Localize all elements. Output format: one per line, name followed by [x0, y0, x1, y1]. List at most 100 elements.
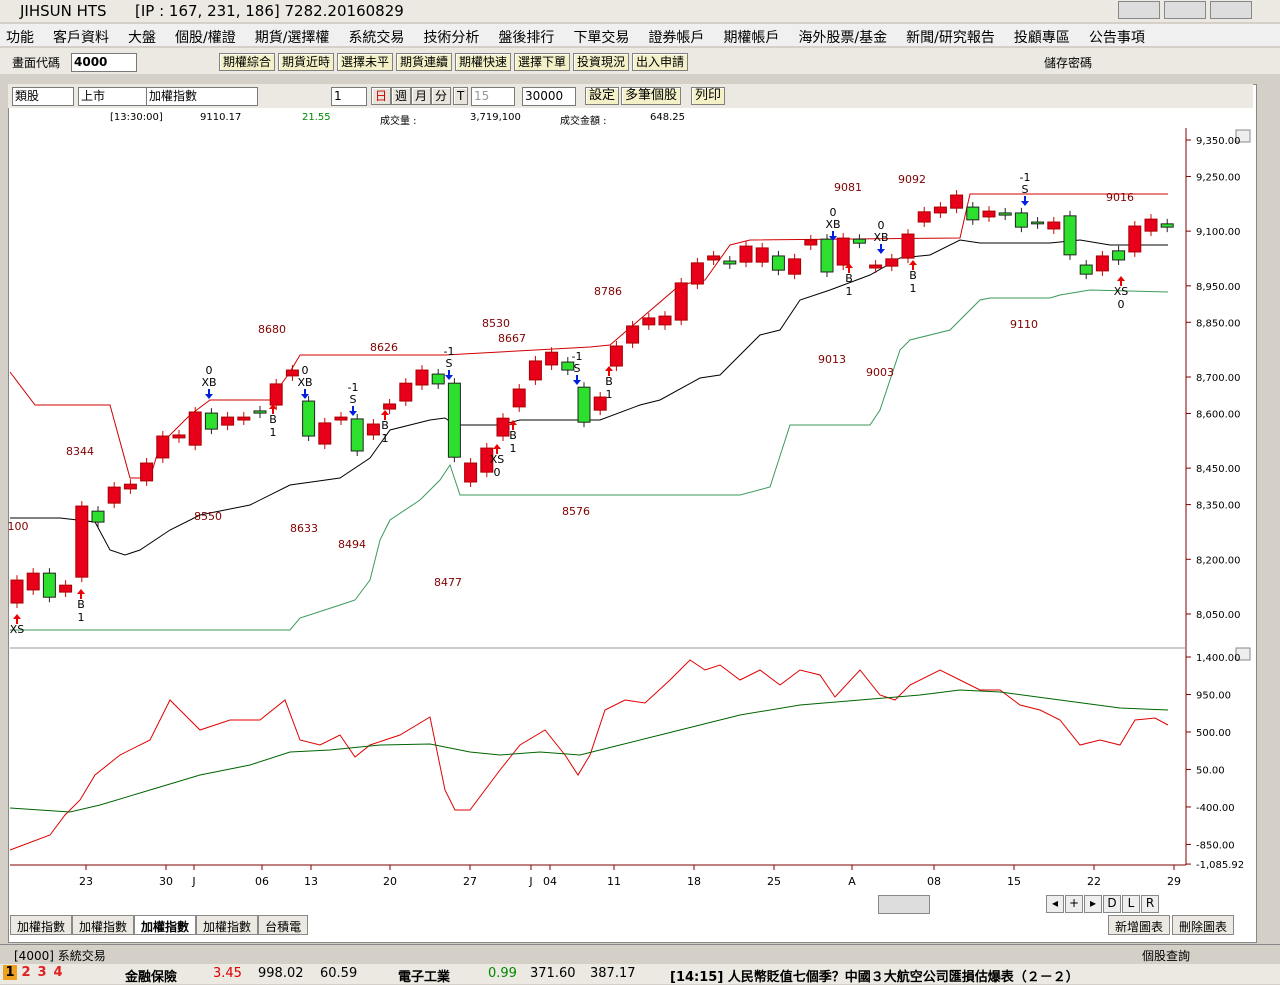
code-label: 畫面代碼: [12, 56, 61, 70]
toolbar-button[interactable]: 選擇未平: [337, 53, 394, 71]
page-button[interactable]: 4: [53, 965, 63, 980]
candle: [1112, 250, 1126, 261]
menu-item[interactable]: 下單交易: [573, 30, 630, 46]
menu-item[interactable]: 盤後排行: [498, 30, 555, 46]
tab[interactable]: 加權指數: [134, 915, 197, 935]
signal-label: -1: [348, 381, 359, 394]
toolbar-button[interactable]: 期權快速: [455, 53, 512, 71]
menu-item[interactable]: 期貨/選擇權: [254, 30, 330, 46]
status-right[interactable]: 個股查詢: [1142, 949, 1191, 963]
y-tick-label: 8,950.00: [1196, 282, 1241, 293]
menu-item[interactable]: 投顧專區: [1013, 30, 1070, 46]
annotation: 9003: [866, 366, 894, 379]
quote-amount-label: 成交金額 :: [560, 116, 607, 127]
menu-item[interactable]: 技術分析: [423, 30, 480, 46]
toolbar-button[interactable]: 期權綜合: [219, 53, 276, 71]
candle: [1079, 264, 1093, 275]
menu-item[interactable]: 期權帳戶: [723, 30, 780, 46]
candle: [966, 206, 980, 221]
quote-volume-label: 成交量 :: [380, 116, 417, 127]
candle: [982, 210, 996, 218]
y-tick-label: 8,450.00: [1196, 464, 1241, 475]
scroll-button[interactable]: L: [1122, 895, 1140, 913]
menu-item[interactable]: 系統交易: [348, 30, 405, 46]
signal-label: 0: [878, 219, 885, 232]
ticker-name: 金融保險: [125, 970, 178, 985]
control-button[interactable]: 列印: [691, 87, 726, 105]
save-password[interactable]: 儲存密碼: [1044, 56, 1093, 70]
menu-item[interactable]: 新聞/研究報告: [906, 30, 995, 46]
scroll-button[interactable]: D: [1103, 895, 1121, 913]
x-tick-label: J: [191, 875, 195, 888]
y-tick-label: -850.00: [1196, 840, 1235, 851]
chart-button[interactable]: 新增圖表: [1108, 915, 1171, 935]
maximize[interactable]: [1164, 1, 1206, 19]
period-input[interactable]: 1: [331, 87, 367, 106]
menu-item[interactable]: 證券帳戶: [648, 30, 705, 46]
menu-item[interactable]: 大盤: [128, 30, 156, 46]
signal-label: XS: [10, 623, 25, 636]
page-button[interactable]: 1: [3, 965, 17, 980]
scroll-button[interactable]: R: [1141, 895, 1159, 913]
tab[interactable]: 加權指數: [72, 915, 135, 935]
scroll-thumb[interactable]: [878, 895, 930, 914]
x-tick-label: 15: [1007, 875, 1021, 888]
code-input[interactable]: 4000: [71, 53, 137, 72]
toolbar-button[interactable]: 期貨連續: [396, 53, 453, 71]
status-left: [4000] 系統交易: [14, 949, 106, 963]
panel-menu[interactable]: [1235, 129, 1251, 143]
x-tick-label: J: [528, 875, 532, 888]
annotation: 9110: [1010, 318, 1038, 331]
upper-channel: [9, 193, 1168, 479]
menu-item[interactable]: 功能: [6, 30, 34, 46]
candle: [528, 360, 542, 381]
toolbar-button[interactable]: 投資現況: [573, 53, 630, 71]
candle: [674, 282, 688, 321]
news-headline[interactable]: [14:15] 人民幣貶值七個季？中國３大航空公司匯損估爆表（２－２）: [670, 970, 1079, 985]
chart-button[interactable]: 刪除圖表: [1172, 915, 1235, 935]
candle: [140, 462, 154, 482]
t-button[interactable]: T: [453, 87, 469, 105]
panel-menu[interactable]: [1235, 647, 1251, 661]
scroll-button[interactable]: +: [1065, 895, 1083, 913]
select[interactable]: 類股: [12, 87, 74, 106]
count-input[interactable]: 30000: [522, 87, 576, 106]
menu-item[interactable]: 公告事項: [1088, 30, 1145, 46]
signal-arrow: [301, 389, 309, 399]
period-button[interactable]: 週: [391, 87, 412, 105]
close[interactable]: [1210, 1, 1252, 19]
signal-label: XB: [873, 231, 888, 244]
candle: [10, 579, 24, 604]
scroll-button[interactable]: ◂: [1046, 895, 1064, 913]
signal-label: XB: [825, 218, 840, 231]
tab[interactable]: 加權指數: [10, 915, 73, 935]
signal-label: -1: [444, 345, 455, 358]
period-button[interactable]: 分: [431, 87, 452, 105]
menu-item[interactable]: 個股/權證: [175, 30, 236, 46]
period-button[interactable]: 月: [411, 87, 432, 105]
menu-item[interactable]: 客戶資料: [53, 30, 109, 46]
control-button[interactable]: 多筆個股: [621, 87, 682, 105]
candle: [123, 483, 137, 490]
toolbar-button[interactable]: 期貨近時: [278, 53, 335, 71]
select[interactable]: 加權指數: [146, 87, 258, 106]
scroll-button[interactable]: ▸: [1084, 895, 1102, 913]
minimize[interactable]: [1118, 1, 1160, 19]
candle: [318, 422, 332, 445]
menu-item[interactable]: 海外股票/基金: [798, 30, 888, 46]
candle: [545, 351, 559, 366]
quote-row: [13:30:00] 9110.17 21.55 成交量 : 3,719,100 成交金額…: [10, 110, 1180, 127]
tab[interactable]: 台積電: [258, 915, 309, 935]
x-tick-label: 11: [607, 875, 621, 888]
minutes-input[interactable]: 15: [471, 87, 515, 106]
page-button[interactable]: 3: [37, 965, 47, 980]
page-button[interactable]: 2: [21, 965, 31, 980]
toolbar-button[interactable]: 選擇下單: [514, 53, 571, 71]
tab[interactable]: 加權指數: [196, 915, 259, 935]
control-button[interactable]: 設定: [585, 87, 620, 105]
annotation: 8344: [66, 445, 94, 458]
period-button[interactable]: 日: [371, 87, 392, 105]
signal-label: B: [381, 419, 389, 432]
y-tick-label: 8,850.00: [1196, 318, 1241, 329]
toolbar-button[interactable]: 出入申請: [632, 53, 689, 71]
